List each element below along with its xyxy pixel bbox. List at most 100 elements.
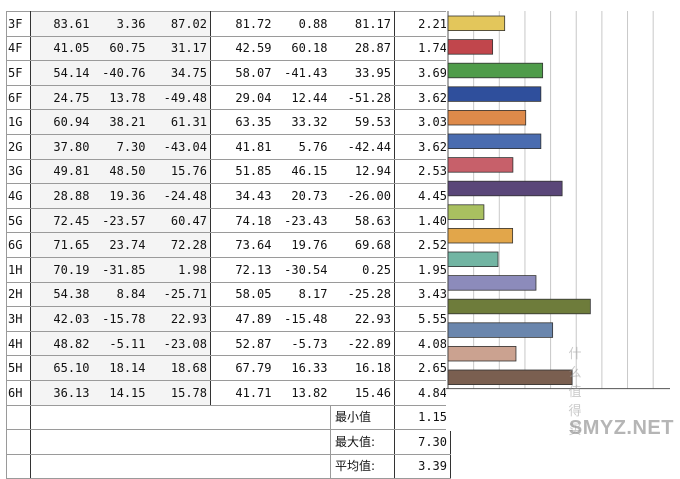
summary-blank xyxy=(6,453,31,479)
summary-value: 3.39 xyxy=(394,453,451,479)
reference-b: 31.17 xyxy=(148,35,211,62)
measured-a: 46.15 xyxy=(274,158,331,185)
table-row: 6F 24.75 13.78 -49.48 29.04 12.44 -51.28 3.62 xyxy=(6,84,451,111)
chart-bar-1h xyxy=(447,251,499,268)
reference-l: 28.88 xyxy=(30,183,93,209)
reference-b: 15.76 xyxy=(148,158,211,185)
measured-l: 34.43 xyxy=(210,183,275,209)
measured-l: 51.85 xyxy=(210,158,275,185)
measured-b: 69.68 xyxy=(330,232,395,258)
table-row: 3H 42.03 -15.78 22.93 47.89 -15.48 22.93 5.55 xyxy=(6,306,451,332)
reference-a: 19.36 xyxy=(92,183,149,209)
measured-b: 58.63 xyxy=(330,207,395,234)
measured-b: 16.18 xyxy=(330,355,395,381)
reference-b: 87.02 xyxy=(148,11,211,37)
patch-label: 4H xyxy=(6,330,31,357)
delta-e-value: 4.08 xyxy=(394,330,451,357)
patch-label: 2H xyxy=(6,281,31,308)
delta-e-value: 2.65 xyxy=(394,355,451,381)
delta-e-value: 2.53 xyxy=(394,158,451,185)
delta-e-value: 3.43 xyxy=(394,281,451,308)
table-row: 4G 28.88 19.36 -24.48 34.43 20.73 -26.00 4.45 xyxy=(6,183,451,209)
measured-a: -30.54 xyxy=(274,256,331,283)
reference-a: 18.14 xyxy=(92,355,149,381)
reference-a: 38.21 xyxy=(92,109,149,135)
reference-a: 8.84 xyxy=(92,281,149,308)
measured-l: 58.07 xyxy=(210,60,275,86)
measured-a: 16.33 xyxy=(274,355,331,381)
reference-l: 54.38 xyxy=(30,281,93,308)
reference-a: -15.78 xyxy=(92,306,149,332)
delta-e-value: 4.45 xyxy=(394,183,451,209)
reference-a: 7.30 xyxy=(92,133,149,160)
patch-label: 4F xyxy=(6,35,31,62)
table-row: 5H 65.10 18.14 18.68 67.79 16.33 16.18 2.65 xyxy=(6,355,451,381)
delta-e-value: 1.40 xyxy=(394,207,451,234)
chart-bar-3h xyxy=(447,298,591,315)
measured-l: 29.04 xyxy=(210,84,275,111)
measured-l: 67.79 xyxy=(210,355,275,381)
chart-bar-5f xyxy=(447,62,544,79)
measured-a: -5.73 xyxy=(274,330,331,357)
watermark-faded-text: 什么值得买 xyxy=(568,347,582,438)
site-watermark: 什么值得买 SMYZ.NET xyxy=(568,347,674,440)
measured-b: -51.28 xyxy=(330,84,395,111)
delta-e-value: 3.62 xyxy=(394,133,451,160)
reference-l: 24.75 xyxy=(30,84,93,111)
patch-label: 2G xyxy=(6,133,31,160)
chart-bar-2h xyxy=(447,275,537,291)
patch-label: 3F xyxy=(6,11,31,37)
table-row: 3G 49.81 48.50 15.76 51.85 46.15 12.94 2.53 xyxy=(6,158,451,185)
measured-b: 81.17 xyxy=(330,11,395,37)
reference-b: 1.98 xyxy=(148,256,211,283)
measured-b: -26.00 xyxy=(330,183,395,209)
summary-blank xyxy=(6,429,31,455)
reference-l: 72.45 xyxy=(30,207,93,234)
measured-a: -23.43 xyxy=(274,207,331,234)
reference-l: 37.80 xyxy=(30,133,93,160)
summary-label: 平均值: xyxy=(330,453,395,479)
chart-bar-5g xyxy=(447,204,485,220)
measured-l: 63.35 xyxy=(210,109,275,135)
reference-a: 14.15 xyxy=(92,379,149,406)
measured-l: 52.87 xyxy=(210,330,275,357)
reference-b: -24.48 xyxy=(148,183,211,209)
summary-value: 7.30 xyxy=(394,429,451,455)
measured-a: 33.32 xyxy=(274,109,331,135)
reference-b: 61.31 xyxy=(148,109,211,135)
measured-l: 41.71 xyxy=(210,379,275,406)
reference-b: 15.78 xyxy=(148,379,211,406)
patch-label: 5G xyxy=(6,207,31,234)
table-row: 4F 41.05 60.75 31.17 42.59 60.18 28.87 1.74 xyxy=(6,35,451,62)
measured-a: 13.82 xyxy=(274,379,331,406)
delta-e-value: 4.84 xyxy=(394,379,451,406)
chart-bar-2g xyxy=(447,133,542,150)
patch-label: 6G xyxy=(6,232,31,258)
chart-bar-4h xyxy=(447,322,554,338)
chart-bar-6h xyxy=(447,369,573,386)
summary-label: 最大值: xyxy=(330,429,395,455)
measured-a: 5.76 xyxy=(274,133,331,160)
patch-label: 6H xyxy=(6,379,31,406)
patch-label: 1H xyxy=(6,256,31,283)
measured-a: 20.73 xyxy=(274,183,331,209)
patch-label: 1G xyxy=(6,109,31,135)
summary-blank xyxy=(30,453,331,479)
patch-label: 6F xyxy=(6,84,31,111)
measured-a: 12.44 xyxy=(274,84,331,111)
measured-b: 22.93 xyxy=(330,306,395,332)
measured-b: 0.25 xyxy=(330,256,395,283)
chart-bar-1g xyxy=(447,110,527,126)
reference-l: 48.82 xyxy=(30,330,93,357)
summary-row: 最大值: 7.30 xyxy=(6,429,451,455)
delta-e-value: 1.74 xyxy=(394,35,451,62)
table-row: 2H 54.38 8.84 -25.71 58.05 8.17 -25.28 3.43 xyxy=(6,281,451,308)
measured-b: 28.87 xyxy=(330,35,395,62)
summary-blank xyxy=(30,404,331,431)
reference-a: -40.76 xyxy=(92,60,149,86)
reference-l: 42.03 xyxy=(30,306,93,332)
summary-value: 1.15 xyxy=(394,404,451,431)
measured-b: -22.89 xyxy=(330,330,395,357)
table-row: 2G 37.80 7.30 -43.04 41.81 5.76 -42.44 3.62 xyxy=(6,133,451,160)
measured-b: -42.44 xyxy=(330,133,395,160)
